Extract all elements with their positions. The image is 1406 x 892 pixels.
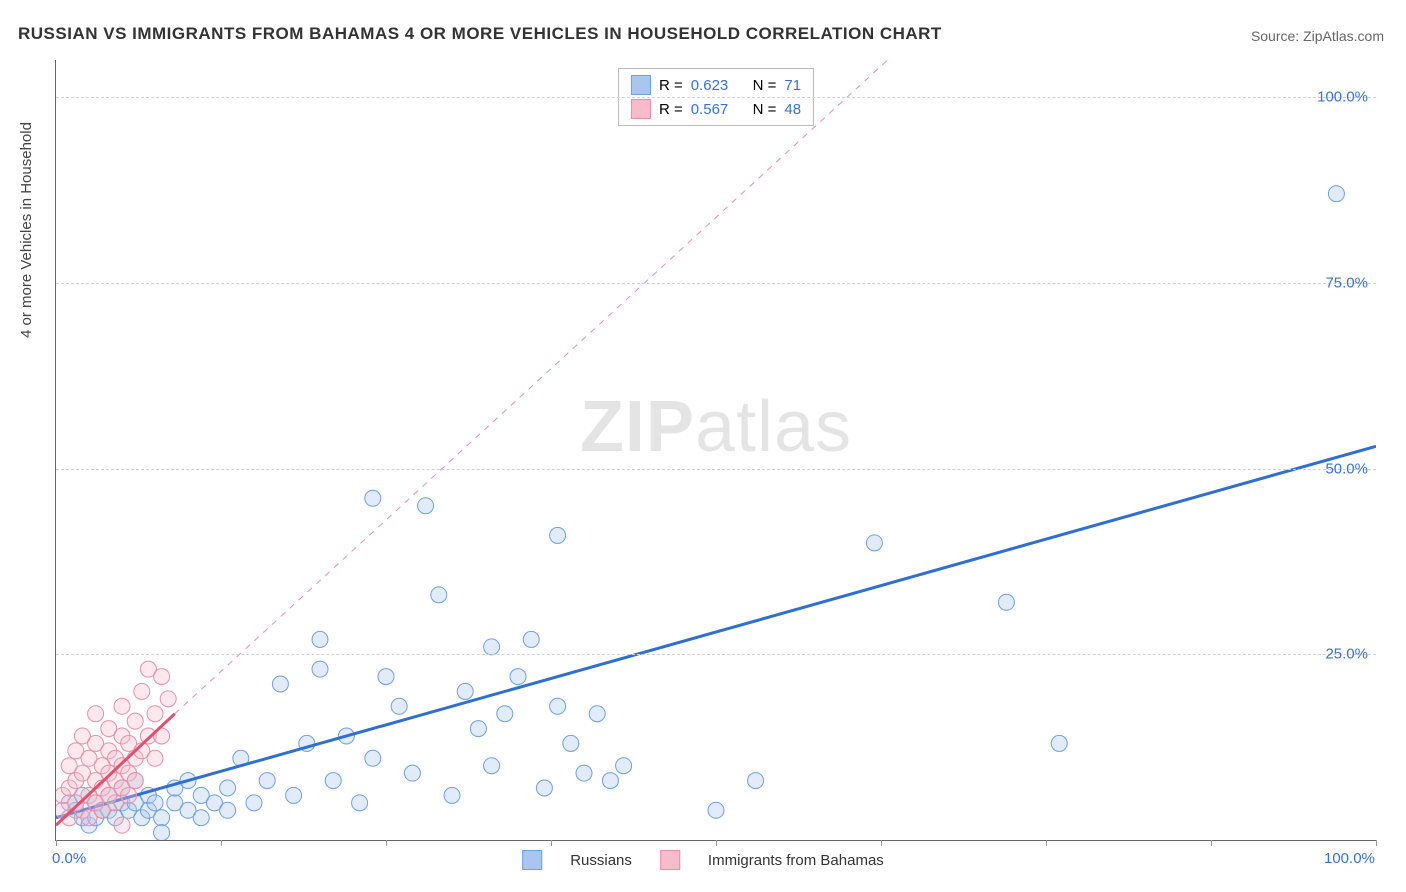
swatch-russians bbox=[522, 850, 542, 870]
x-tick bbox=[221, 840, 222, 846]
data-point-russians bbox=[589, 706, 605, 722]
data-point-russians bbox=[444, 787, 460, 803]
series-legend: Russians Immigrants from Bahamas bbox=[522, 850, 884, 870]
chart-title: RUSSIAN VS IMMIGRANTS FROM BAHAMAS 4 OR … bbox=[18, 24, 942, 44]
data-point-russians bbox=[550, 698, 566, 714]
swatch-russians bbox=[631, 75, 651, 95]
data-point-russians bbox=[602, 773, 618, 789]
y-tick-label: 75.0% bbox=[1325, 274, 1368, 291]
data-point-russians bbox=[404, 765, 420, 781]
data-point-bahamas bbox=[147, 706, 163, 722]
data-point-russians bbox=[576, 765, 592, 781]
plot-svg bbox=[56, 60, 1376, 840]
data-point-russians bbox=[497, 706, 513, 722]
r-value-russians: 0.623 bbox=[691, 77, 729, 94]
data-point-russians bbox=[272, 676, 288, 692]
x-tick bbox=[1376, 840, 1377, 846]
data-point-russians bbox=[154, 825, 170, 840]
data-point-russians bbox=[708, 802, 724, 818]
data-point-russians bbox=[246, 795, 262, 811]
swatch-bahamas bbox=[660, 850, 680, 870]
data-point-russians bbox=[457, 683, 473, 699]
chart-container: RUSSIAN VS IMMIGRANTS FROM BAHAMAS 4 OR … bbox=[0, 0, 1406, 892]
x-tick bbox=[56, 840, 57, 846]
data-point-russians bbox=[365, 750, 381, 766]
grid-line bbox=[56, 97, 1376, 98]
data-point-russians bbox=[312, 631, 328, 647]
r-value-bahamas: 0.567 bbox=[691, 101, 729, 118]
data-point-russians bbox=[259, 773, 275, 789]
data-point-russians bbox=[998, 594, 1014, 610]
data-point-bahamas bbox=[121, 787, 137, 803]
data-point-russians bbox=[352, 795, 368, 811]
r-label: R = bbox=[659, 77, 683, 94]
data-point-russians bbox=[391, 698, 407, 714]
grid-line bbox=[56, 654, 1376, 655]
data-point-russians bbox=[484, 758, 500, 774]
data-point-bahamas bbox=[114, 698, 130, 714]
plot-area: ZIPatlas R = 0.623 N = 71 R = 0.567 N = … bbox=[55, 60, 1376, 841]
source-attribution: Source: ZipAtlas.com bbox=[1251, 28, 1384, 44]
data-point-russians bbox=[523, 631, 539, 647]
y-tick-label: 25.0% bbox=[1325, 646, 1368, 663]
data-point-russians bbox=[550, 527, 566, 543]
data-point-russians bbox=[470, 721, 486, 737]
data-point-russians bbox=[1051, 735, 1067, 751]
data-point-russians bbox=[365, 490, 381, 506]
data-point-bahamas bbox=[160, 691, 176, 707]
data-point-bahamas bbox=[154, 669, 170, 685]
data-point-bahamas bbox=[134, 683, 150, 699]
y-tick-label: 100.0% bbox=[1317, 89, 1368, 106]
data-point-bahamas bbox=[147, 750, 163, 766]
data-point-russians bbox=[378, 669, 394, 685]
x-tick bbox=[1046, 840, 1047, 846]
data-point-bahamas bbox=[114, 817, 130, 833]
n-label: N = bbox=[753, 101, 777, 118]
data-point-russians bbox=[154, 810, 170, 826]
data-point-russians bbox=[1328, 186, 1344, 202]
data-point-russians bbox=[510, 669, 526, 685]
swatch-bahamas bbox=[631, 99, 651, 119]
x-tick-label: 100.0% bbox=[1324, 850, 1375, 867]
data-point-russians bbox=[220, 780, 236, 796]
x-tick bbox=[881, 840, 882, 846]
r-label: R = bbox=[659, 101, 683, 118]
n-value-bahamas: 48 bbox=[784, 101, 801, 118]
n-value-russians: 71 bbox=[784, 77, 801, 94]
data-point-russians bbox=[748, 773, 764, 789]
data-point-russians bbox=[325, 773, 341, 789]
data-point-russians bbox=[418, 498, 434, 514]
grid-line bbox=[56, 469, 1376, 470]
grid-line bbox=[56, 283, 1376, 284]
data-point-russians bbox=[616, 758, 632, 774]
data-point-russians bbox=[147, 795, 163, 811]
data-point-bahamas bbox=[127, 773, 143, 789]
x-tick bbox=[1211, 840, 1212, 846]
data-point-bahamas bbox=[127, 713, 143, 729]
data-point-russians bbox=[286, 787, 302, 803]
x-tick bbox=[386, 840, 387, 846]
x-tick bbox=[551, 840, 552, 846]
data-point-russians bbox=[431, 587, 447, 603]
legend-label-bahamas: Immigrants from Bahamas bbox=[708, 852, 884, 869]
data-point-russians bbox=[866, 535, 882, 551]
y-axis-label: 4 or more Vehicles in Household bbox=[18, 122, 35, 338]
y-tick-label: 50.0% bbox=[1325, 460, 1368, 477]
n-label: N = bbox=[753, 77, 777, 94]
x-tick-label: 0.0% bbox=[52, 850, 86, 867]
data-point-bahamas bbox=[88, 706, 104, 722]
legend-row-bahamas: R = 0.567 N = 48 bbox=[631, 97, 801, 121]
legend-label-russians: Russians bbox=[570, 852, 632, 869]
data-point-russians bbox=[484, 639, 500, 655]
x-tick bbox=[716, 840, 717, 846]
data-point-russians bbox=[220, 802, 236, 818]
data-point-russians bbox=[536, 780, 552, 796]
data-point-russians bbox=[312, 661, 328, 677]
data-point-russians bbox=[563, 735, 579, 751]
data-point-russians bbox=[193, 810, 209, 826]
legend-row-russians: R = 0.623 N = 71 bbox=[631, 73, 801, 97]
